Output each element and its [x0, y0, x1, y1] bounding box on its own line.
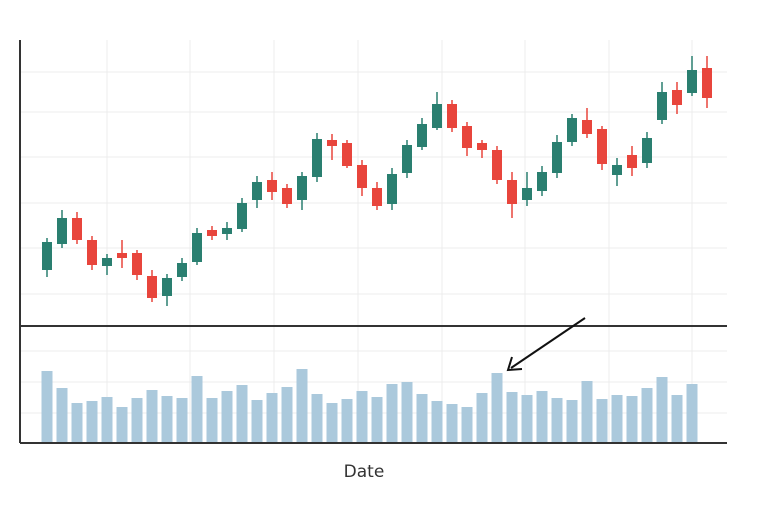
- candle-body: [522, 188, 532, 200]
- candle-body: [432, 104, 442, 128]
- arrow-line: [510, 317, 586, 369]
- candle-body: [42, 242, 52, 270]
- candle-body: [57, 218, 67, 244]
- candle-body: [387, 174, 397, 204]
- grid: [20, 40, 727, 443]
- volume-bar: [296, 369, 308, 443]
- candle-body: [252, 182, 262, 200]
- volume-bar: [551, 398, 563, 443]
- volume-bar: [116, 407, 128, 443]
- candle-body: [87, 240, 97, 265]
- volume-bar: [191, 376, 203, 443]
- candle-body: [147, 276, 157, 298]
- volume-bar: [161, 396, 173, 443]
- candle-body: [537, 172, 547, 191]
- volume-bar: [146, 390, 158, 443]
- candle-body: [267, 180, 277, 192]
- volume-bar: [446, 404, 458, 443]
- candle-body: [702, 68, 712, 98]
- volume-bar: [266, 393, 278, 443]
- candle-body: [132, 253, 142, 275]
- candle-body: [567, 118, 577, 142]
- candle-body: [177, 263, 187, 277]
- volume-bar: [326, 403, 338, 443]
- volume-bar: [671, 395, 683, 443]
- volume-bar: [386, 384, 398, 443]
- candle-body: [462, 126, 472, 148]
- candle-body: [687, 70, 697, 93]
- volume-bar: [461, 407, 473, 443]
- marks: [41, 56, 712, 443]
- volume-bar: [176, 398, 188, 443]
- volume-bar: [416, 394, 428, 443]
- candle-body: [312, 139, 322, 177]
- candle-body: [222, 228, 232, 234]
- volume-bar: [86, 401, 98, 443]
- volume-bar: [71, 403, 83, 443]
- candle-body: [342, 143, 352, 166]
- candle-body: [642, 138, 652, 163]
- volume-bar: [521, 395, 533, 443]
- candle-body: [117, 253, 127, 258]
- volume-bar: [491, 373, 503, 443]
- candle-body: [162, 278, 172, 296]
- candle-body: [282, 188, 292, 204]
- volume-bar: [251, 400, 263, 443]
- volume-bar: [566, 400, 578, 443]
- candle-body: [657, 92, 667, 120]
- candle-body: [72, 218, 82, 240]
- candle-body: [552, 142, 562, 173]
- volume-bar: [581, 381, 593, 443]
- volume-bar: [536, 391, 548, 443]
- volume-bar: [236, 385, 248, 443]
- x-axis-label: Date: [344, 462, 385, 482]
- volume-bar: [476, 393, 488, 443]
- volume-bar: [686, 384, 698, 443]
- volume-bar: [341, 399, 353, 443]
- volume-bar: [401, 382, 413, 443]
- volume-bar: [311, 394, 323, 443]
- candle-body: [612, 165, 622, 175]
- volume-bar: [131, 398, 143, 443]
- volume-bar: [611, 395, 623, 443]
- volume-bar: [506, 392, 518, 443]
- candle-body: [477, 143, 487, 150]
- volume-bar: [206, 398, 218, 443]
- candle-body: [447, 104, 457, 128]
- arrow-head: [506, 356, 523, 372]
- volume-bar: [596, 399, 608, 443]
- candle-body: [597, 129, 607, 164]
- volume-bar: [281, 387, 293, 443]
- candle-body: [297, 176, 307, 200]
- candle-body: [102, 258, 112, 266]
- volume-bar: [431, 401, 443, 443]
- volume-bar: [656, 377, 668, 443]
- volume-bar: [221, 391, 233, 443]
- volume-bar: [56, 388, 68, 443]
- candle-body: [672, 90, 682, 105]
- candle-body: [192, 233, 202, 262]
- volume-bar: [101, 397, 113, 443]
- volume-bar: [371, 397, 383, 443]
- volume-bar: [626, 396, 638, 443]
- candle-body: [582, 120, 592, 134]
- arrow: [506, 317, 586, 372]
- candle-body: [627, 155, 637, 168]
- candle-body: [402, 145, 412, 173]
- volume-bar: [356, 391, 368, 443]
- candle-body: [327, 140, 337, 146]
- candle-body: [417, 124, 427, 147]
- candle-body: [372, 188, 382, 206]
- candle-body: [357, 165, 367, 188]
- candle-body: [507, 180, 517, 204]
- volume-bar: [41, 371, 53, 443]
- volume-bar: [641, 388, 653, 443]
- candle-body: [207, 230, 217, 236]
- candle-body: [492, 150, 502, 180]
- candle-body: [237, 203, 247, 229]
